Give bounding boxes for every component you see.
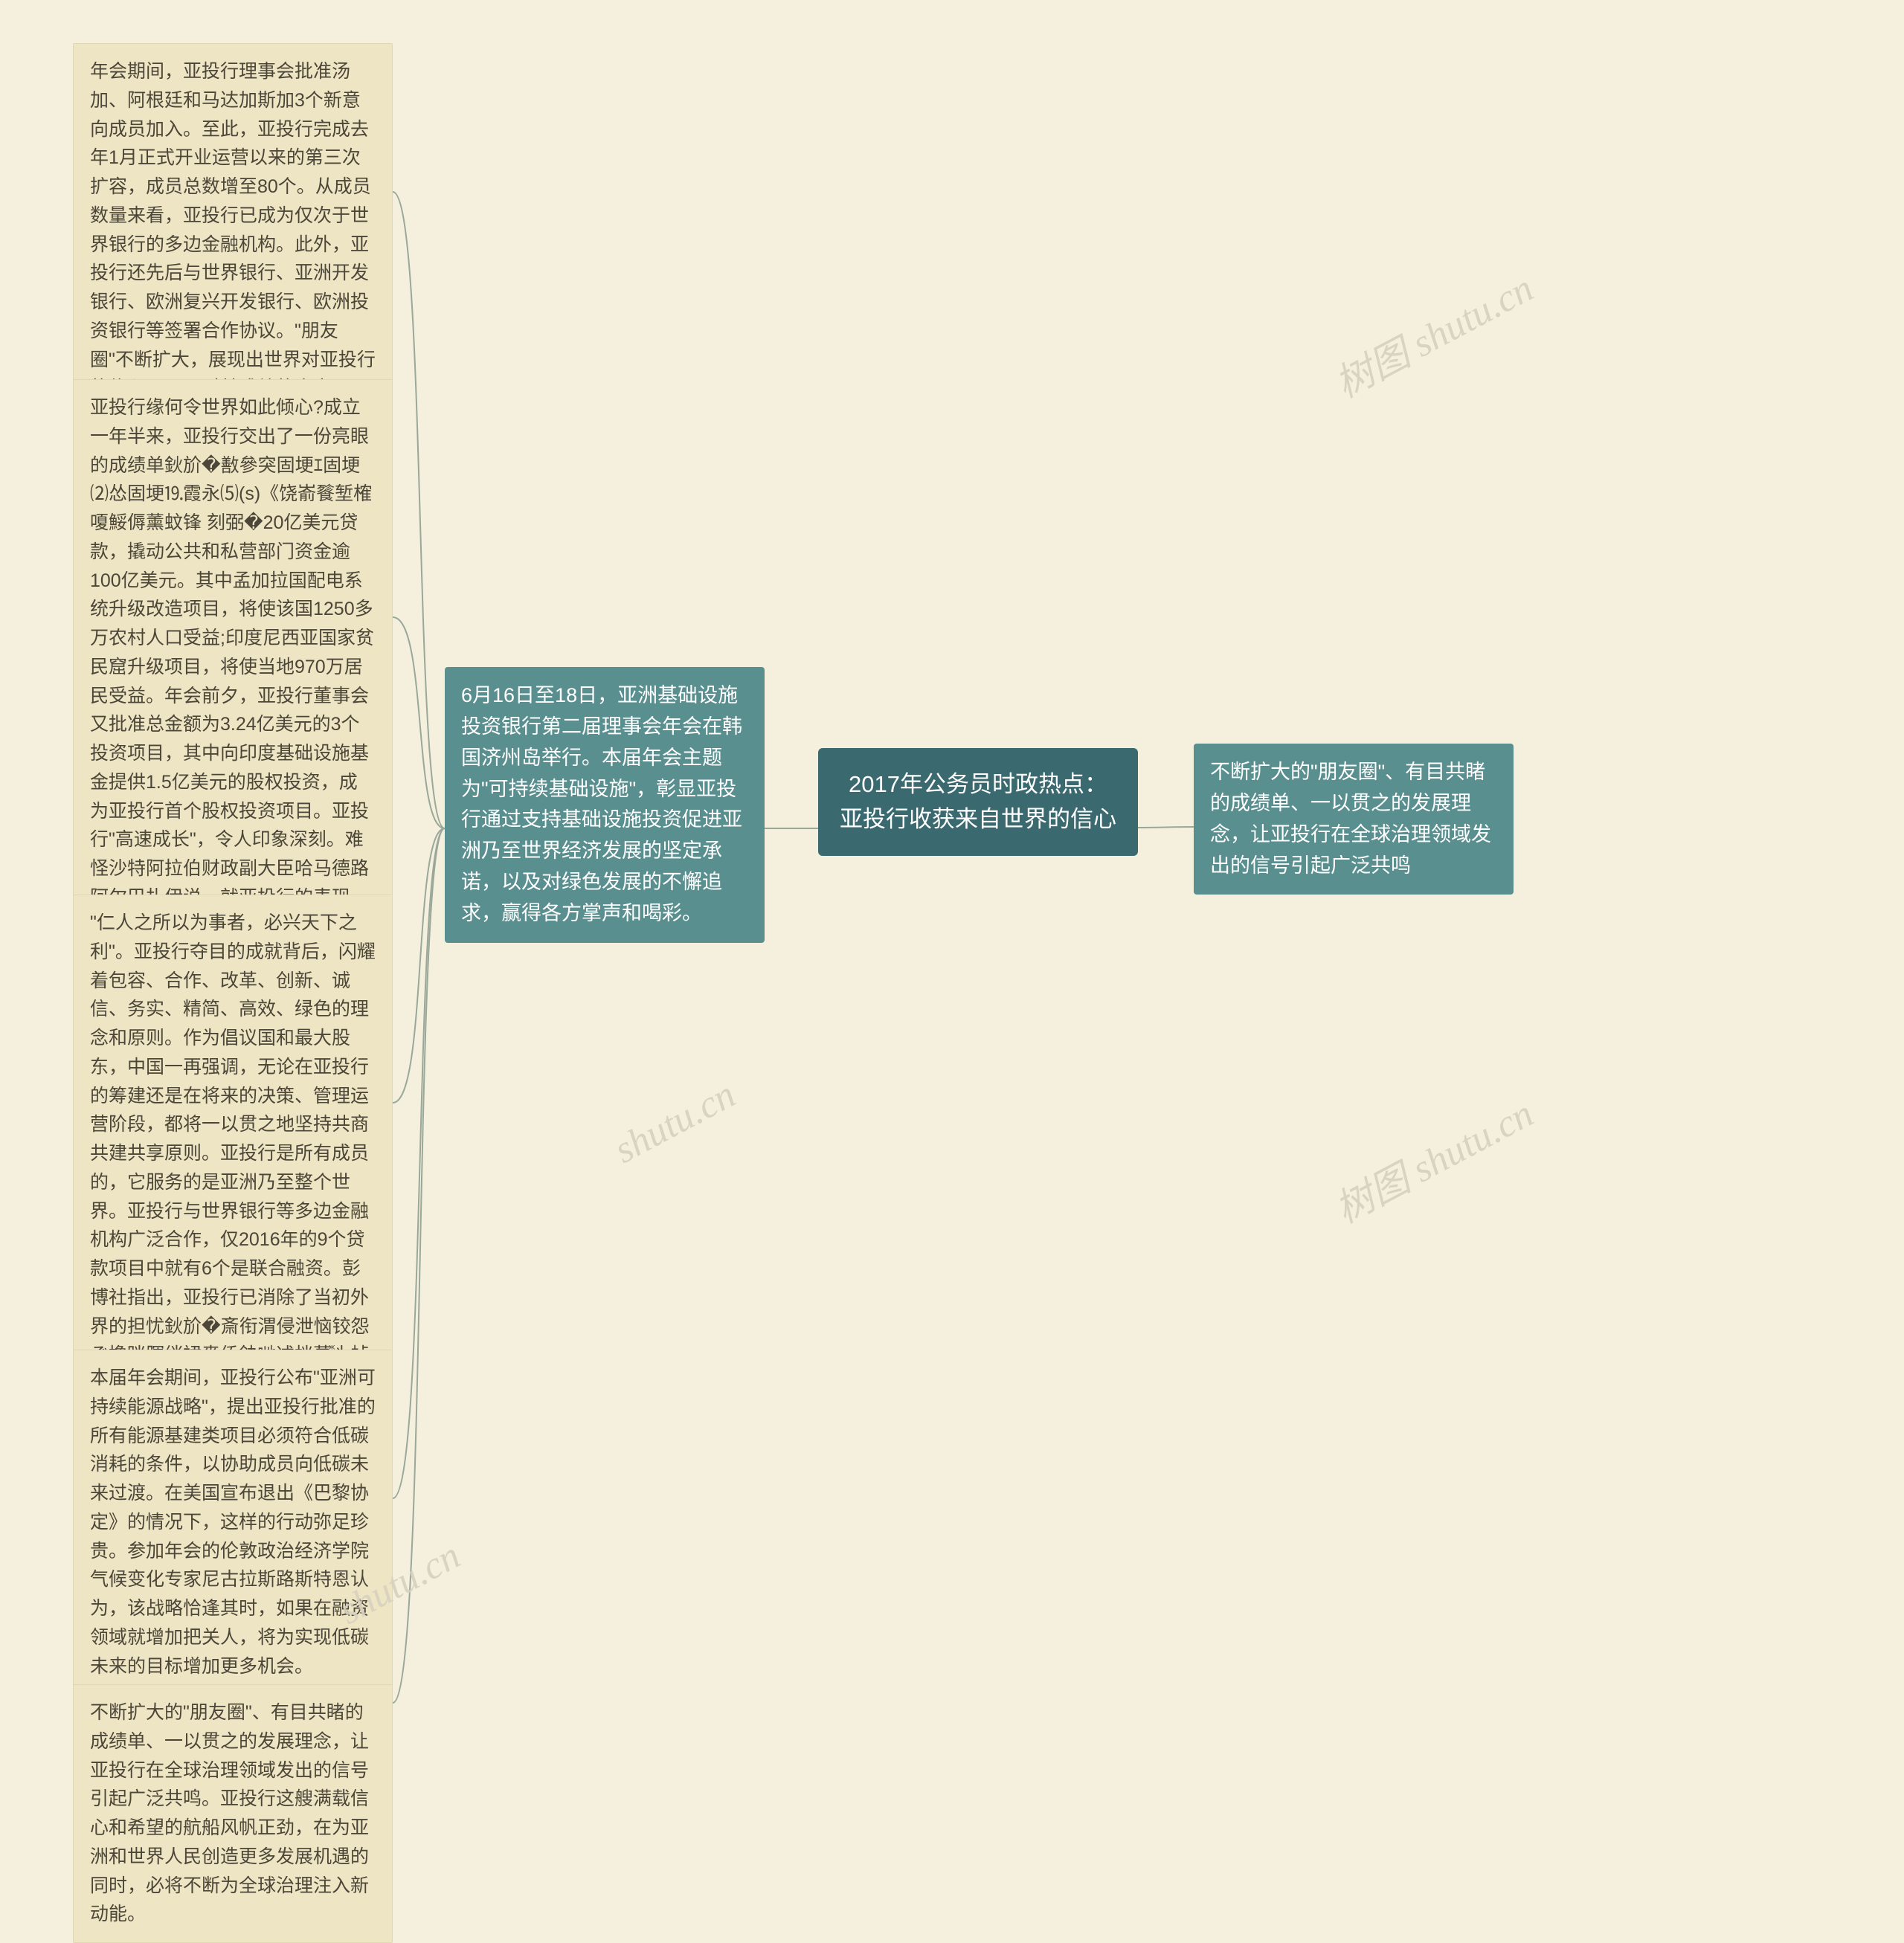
leaf-node-2[interactable]: "仁人之所以为事者，必兴天下之利"。亚投行夺目的成就背后，闪耀着包容、合作、改革…	[73, 895, 393, 1413]
leaf-node-3[interactable]: 本届年会期间，亚投行公布"亚洲可持续能源战略"，提出亚投行批准的所有能源基建类项…	[73, 1350, 393, 1695]
leaf-node-0[interactable]: 年会期间，亚投行理事会批准汤加、阿根廷和马达加斯加3个新意向成员加入。至此，亚投…	[73, 43, 393, 417]
leaf-node-4[interactable]: 不断扩大的"朋友圈"、有目共睹的成绩单、一以贯之的发展理念，让亚投行在全球治理领…	[73, 1684, 393, 1943]
leaf-node-1[interactable]: 亚投行缘何令世界如此倾心?成立一年半来，亚投行交出了一份亮眼的成绩单鈥斺�敾參突…	[73, 379, 393, 955]
left-sub-node[interactable]: 6月16日至18日，亚洲基础设施投资银行第二届理事会年会在韩国济州岛举行。本届年…	[445, 667, 765, 943]
center-node[interactable]: 2017年公务员时政热点：亚投行收获来自世界的信心	[818, 748, 1138, 856]
watermark-0: 树图 shutu.cn	[1323, 257, 1541, 408]
mindmap-canvas: 2017年公务员时政热点：亚投行收获来自世界的信心 6月16日至18日，亚洲基础…	[0, 0, 1904, 1704]
watermark-1: shutu.cn	[607, 1072, 742, 1172]
watermark-2: 树图 shutu.cn	[1323, 1083, 1541, 1234]
right-sub-node[interactable]: 不断扩大的"朋友圈"、有目共睹的成绩单、一以贯之的发展理念，让亚投行在全球治理领…	[1194, 744, 1514, 895]
